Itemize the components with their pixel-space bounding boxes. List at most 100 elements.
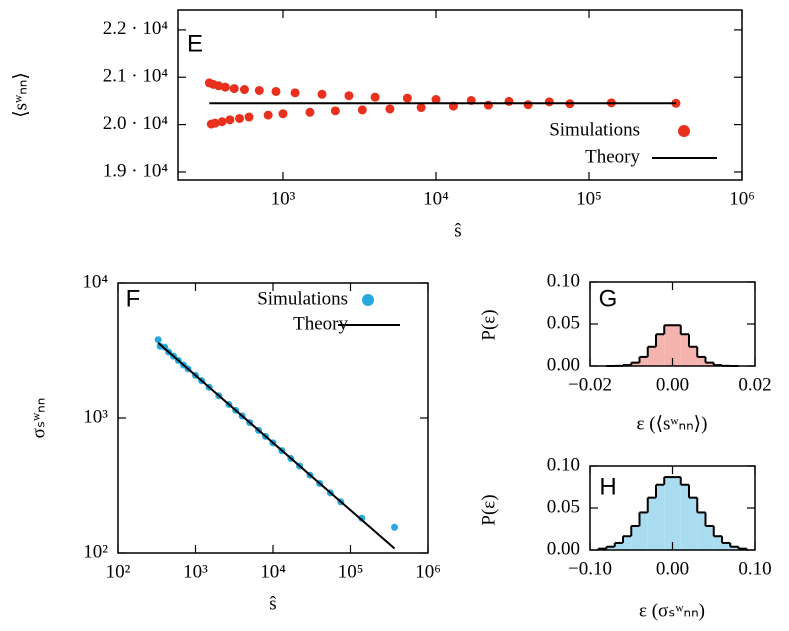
x-tick-label: 10³ (271, 188, 296, 209)
x-tick-label: 0.02 (738, 374, 771, 395)
data-point (544, 97, 554, 107)
data-point (271, 86, 281, 96)
y-tick-label: 2.1 · 10⁴ (103, 66, 169, 87)
histogram-bar (680, 334, 689, 366)
x-tick-label: 10⁴ (260, 561, 286, 582)
y-tick-label: 10² (83, 541, 108, 562)
data-point (391, 523, 399, 531)
data-point (235, 113, 245, 123)
legend-label: Simulations (549, 119, 640, 140)
histogram-bar (664, 325, 673, 366)
panel-label: E (187, 30, 203, 57)
x-axis-label: ŝ (269, 593, 276, 614)
legend-label: Theory (585, 146, 640, 167)
histogram-bar (614, 542, 623, 550)
y-tick-label: 0.10 (547, 270, 580, 291)
histogram-bar (722, 542, 731, 550)
histogram-bar (689, 497, 698, 550)
data-point (357, 105, 367, 115)
data-point (229, 84, 239, 94)
theory-line (157, 342, 396, 550)
x-tick-label: 10⁶ (415, 561, 441, 582)
x-tick-label: −0.10 (568, 558, 612, 579)
histogram-bar (705, 362, 714, 366)
y-tick-label: 0.05 (547, 312, 580, 333)
panel-label: H (599, 473, 616, 500)
x-tick-label: 0.00 (656, 374, 689, 395)
histogram-bar (680, 484, 689, 550)
histogram-bar (705, 525, 714, 550)
x-tick-label: 10⁶ (729, 188, 755, 209)
y-axis-label: σₛʷₙₙ (28, 398, 49, 439)
legend-symbol (678, 125, 690, 137)
histogram-bar (689, 346, 698, 366)
y-tick-label: 0.00 (547, 538, 580, 559)
y-tick-label: 1.9 · 10⁴ (103, 160, 169, 181)
histogram-bar (631, 525, 640, 550)
data-point (330, 106, 340, 116)
x-tick-label: 10⁴ (423, 188, 449, 209)
histogram-bar (647, 346, 656, 366)
histogram-bar (672, 325, 681, 366)
legend-label: Theory (293, 313, 348, 334)
data-point (217, 117, 227, 127)
x-tick-label: −0.02 (568, 374, 612, 395)
data-point (523, 100, 533, 110)
data-point (220, 82, 230, 92)
data-point (370, 92, 380, 102)
y-axis-label: P(ε) (478, 309, 499, 340)
y-tick-label: 2.2 · 10⁴ (103, 18, 169, 39)
histogram-bar (730, 546, 739, 550)
y-tick-label: 0.10 (547, 454, 580, 475)
data-point (154, 336, 162, 344)
y-tick-label: 10⁴ (82, 271, 108, 292)
x-tick-label: 10³ (183, 561, 208, 582)
histogram-bar (656, 334, 665, 366)
data-point (358, 514, 366, 522)
data-point (210, 118, 220, 128)
y-tick-label: 2.0 · 10⁴ (103, 113, 169, 134)
histogram-bar (647, 497, 656, 550)
y-axis-label: P(ε) (478, 494, 499, 525)
y-tick-label: 0.00 (547, 354, 580, 375)
histogram-bar (656, 484, 665, 550)
data-point (305, 107, 315, 117)
y-tick-label: 0.05 (547, 496, 580, 517)
data-point (244, 112, 254, 122)
x-tick-label: 0.10 (738, 558, 771, 579)
data-point (290, 88, 300, 98)
x-axis-label: ε (⟨sʷₙₙ⟩) (637, 413, 708, 434)
data-point (239, 85, 249, 95)
x-tick-label: 0.00 (656, 558, 689, 579)
panel-label: G (599, 285, 618, 312)
histogram-bar (713, 536, 722, 550)
x-axis-label: ε (σₛʷₙₙ) (639, 600, 705, 621)
histogram-bar (631, 362, 640, 366)
data-point (504, 96, 514, 106)
data-point (416, 103, 426, 113)
legend-label: Simulations (257, 288, 348, 309)
histogram-bar (639, 512, 648, 550)
data-point (317, 89, 327, 99)
x-tick-label: 10² (106, 561, 131, 582)
x-axis-label: ŝ (454, 220, 461, 241)
x-tick-label: 10⁵ (338, 561, 364, 582)
data-point (344, 91, 354, 101)
histogram-bar (672, 477, 681, 550)
y-tick-label: 10³ (83, 406, 108, 427)
data-point (385, 104, 395, 114)
data-point (254, 86, 264, 96)
histogram-bar (623, 536, 632, 550)
panel-label: F (126, 285, 141, 312)
histogram-bar (697, 512, 706, 550)
histogram-bar (639, 356, 648, 366)
histogram-bar (606, 546, 615, 550)
legend-symbol (362, 294, 374, 306)
x-tick-label: 10⁵ (576, 188, 602, 209)
plot-frame (117, 282, 429, 554)
data-point (278, 109, 288, 119)
histogram-bar (697, 356, 706, 366)
data-point (225, 115, 235, 125)
data-point (402, 93, 412, 103)
